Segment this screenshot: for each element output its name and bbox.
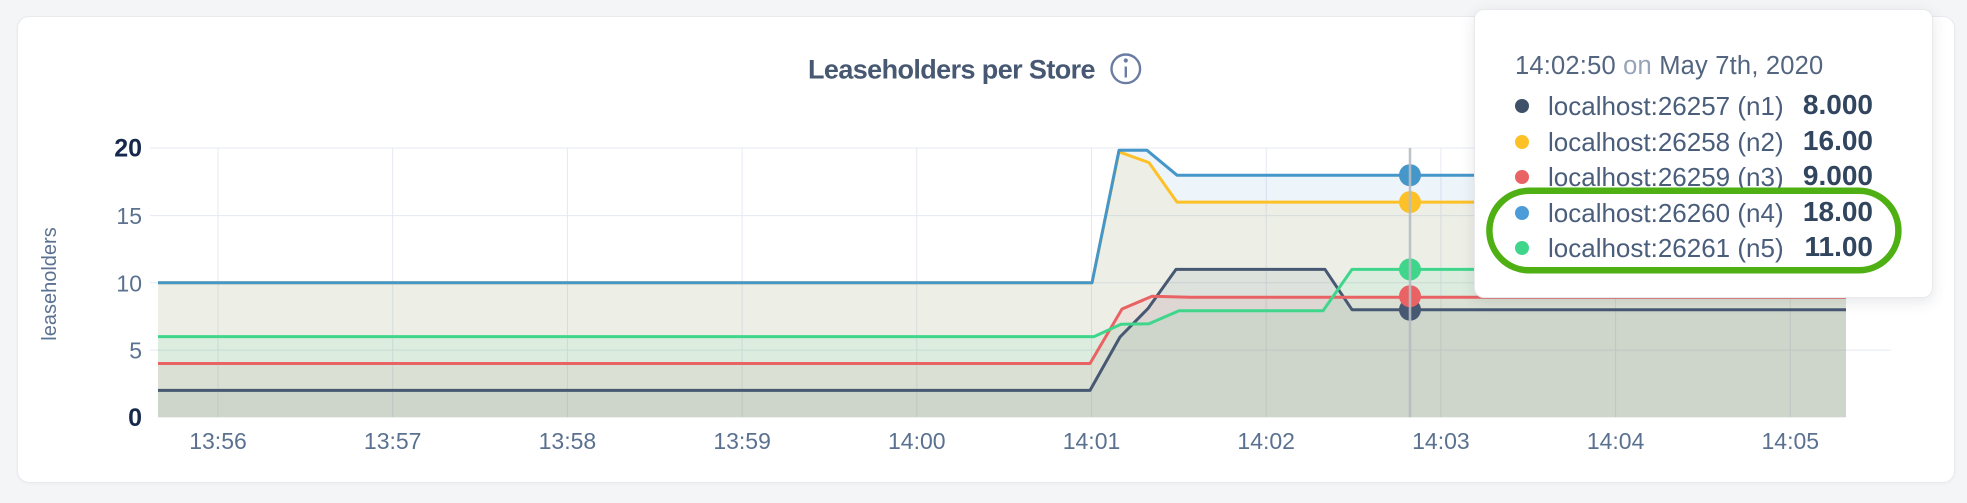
svg-text:0: 0	[128, 404, 142, 432]
svg-text:Leaseholders per Store: Leaseholders per Store	[808, 55, 1095, 85]
svg-text:13:59: 13:59	[713, 428, 771, 454]
svg-text:14:04: 14:04	[1587, 428, 1645, 454]
svg-text:14:05: 14:05	[1762, 428, 1820, 454]
svg-text:14:03: 14:03	[1412, 428, 1470, 454]
svg-text:14:01: 14:01	[1063, 428, 1121, 454]
svg-text:15: 15	[116, 203, 142, 229]
svg-text:20: 20	[114, 135, 142, 163]
svg-text:14:00: 14:00	[888, 428, 946, 454]
svg-text:10: 10	[116, 270, 142, 296]
svg-text:14:02: 14:02	[1237, 428, 1295, 454]
svg-text:13:58: 13:58	[539, 428, 597, 454]
svg-text:leaseholders: leaseholders	[39, 227, 61, 340]
svg-text:13:57: 13:57	[364, 428, 422, 454]
svg-text:13:56: 13:56	[189, 428, 247, 454]
svg-text:5: 5	[129, 338, 142, 364]
